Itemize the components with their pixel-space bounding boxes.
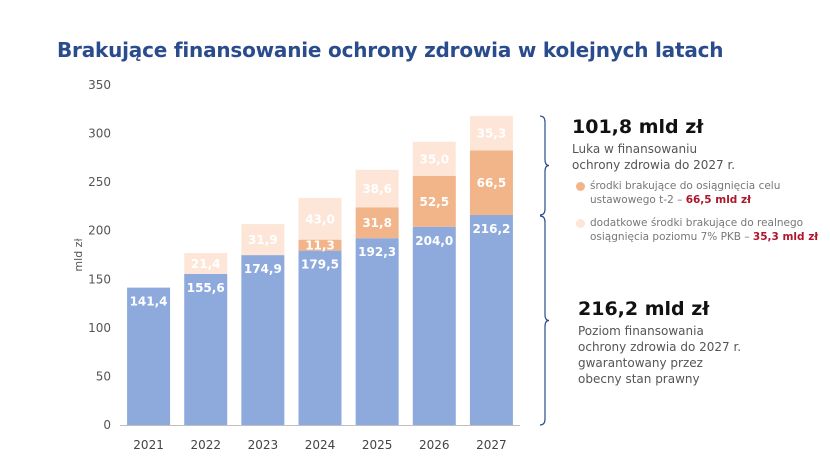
base-desc-line-4: obecny stan prawny [578, 372, 700, 386]
additional-funds-bar [355, 169, 399, 208]
base-bar-label: 204,0 [415, 234, 453, 248]
y-tick-label: 100 [88, 321, 111, 335]
braces [539, 115, 550, 426]
x-tick-label: 2027 [476, 438, 507, 452]
additional-funds-bar [469, 116, 513, 151]
x-tick-label: 2021 [133, 438, 164, 452]
base-desc-line-1: Poziom finansowania [578, 324, 704, 338]
base-bar [298, 250, 342, 425]
legend2-line-1: dodatkowe środki brakujące do realnego [590, 217, 804, 229]
additional-funds-bar-label: 31,9 [248, 233, 278, 247]
base-bar [469, 214, 513, 425]
y-tick-label: 300 [88, 127, 111, 141]
base-desc-line-3: gwarantowany przez [578, 356, 703, 370]
y-tick-label: 0 [103, 418, 111, 432]
legend1-value: 66,5 mld zł [685, 194, 751, 206]
base-desc-line-2: ochrony zdrowia do 2027 r. [578, 340, 742, 354]
bar-labels: 141,4 155,6 21,4 174,9 31,9 179,5 11,3 43,0 192,… [130, 127, 511, 309]
legend1-line-2: ustawowego t-2 – 66,5 mld zł [590, 193, 780, 207]
y-tick-label: 350 [88, 78, 111, 92]
additional-funds-bar-label: 21,4 [191, 257, 221, 271]
x-tick-label: 2025 [362, 438, 393, 452]
base-description: Poziom finansowania ochrony zdrowia do 2… [578, 323, 741, 387]
additional-funds-bar-label: 35,3 [477, 127, 507, 141]
legend2-value: 35,3 mld zł [752, 231, 819, 243]
chart-title: Brakujące finansowanie ochrony zdrowia w… [57, 38, 724, 62]
additional-funds-bar-label: 38,6 [362, 182, 392, 196]
legend-additional-funds: dodatkowe środki brakujące do realnego o… [590, 216, 818, 244]
base-bar [412, 226, 456, 425]
base-bar [184, 273, 228, 425]
gap-brace [539, 115, 550, 216]
additional-funds-bar [184, 253, 228, 274]
base-bar [355, 238, 399, 425]
additional-funds-bar-label: 43,0 [305, 212, 335, 226]
missing-funds-bar [298, 239, 342, 251]
bars [127, 116, 513, 425]
legend-dot-missing-funds [576, 182, 585, 191]
base-bar-label: 192,3 [358, 245, 396, 259]
y-tick-label: 250 [88, 175, 111, 189]
base-bar [241, 255, 285, 425]
gap-total: 101,8 mld zł [572, 116, 704, 138]
base-bar-label: 179,5 [301, 258, 339, 272]
y-axis-label: mld zł [72, 238, 85, 272]
missing-funds-bar [355, 207, 399, 239]
missing-funds-bar-label: 31,8 [362, 216, 392, 230]
legend2-line-2: osiągnięcia poziomu 7% PKB – 35,3 mld zł [590, 230, 818, 244]
missing-funds-bar-label: 52,5 [419, 195, 449, 209]
missing-funds-bar-label: 11,3 [305, 239, 335, 253]
additional-funds-bar-label: 35,0 [419, 152, 449, 166]
y-tick-label: 150 [88, 272, 111, 286]
gap-desc-line-1: Luka w finansowaniu [572, 142, 698, 156]
legend-dot-additional-funds [576, 219, 585, 228]
gap-description: Luka w finansowaniu ochrony zdrowia do 2… [572, 141, 735, 173]
base-bar-label: 174,9 [244, 262, 282, 276]
axes: 0 50 100 150 200 250 300 350 mld zł 2021 2022 2023 2… [72, 78, 520, 452]
x-tick-label: 2022 [190, 438, 221, 452]
x-tick-label: 2023 [248, 438, 279, 452]
legend1-line-1: środki brakujące do osiągnięcia celu [590, 180, 781, 192]
legend2-text: osiągnięcia poziomu 7% PKB – [590, 231, 753, 243]
legend1-text: ustawowego t-2 – [590, 194, 686, 206]
base-bar-label: 141,4 [130, 295, 168, 309]
base-bar-label: 155,6 [187, 281, 225, 295]
x-tick-label: 2024 [305, 438, 336, 452]
y-tick-label: 50 [96, 369, 111, 383]
base-brace [539, 215, 550, 426]
additional-funds-bar [241, 224, 285, 256]
x-tick-label: 2026 [419, 438, 450, 452]
missing-funds-bar [412, 175, 456, 227]
additional-funds-bar [298, 197, 342, 240]
legend-missing-funds: środki brakujące do osiągnięcia celu ust… [590, 179, 780, 207]
base-total: 216,2 mld zł [578, 298, 710, 320]
y-tick-label: 200 [88, 224, 111, 238]
base-bar-label: 216,2 [472, 222, 510, 236]
missing-funds-bar-label: 66,5 [477, 176, 507, 190]
gap-desc-line-2: ochrony zdrowia do 2027 r. [572, 158, 736, 172]
additional-funds-bar [412, 141, 456, 176]
base-bar [127, 287, 171, 425]
missing-funds-bar [469, 150, 513, 215]
